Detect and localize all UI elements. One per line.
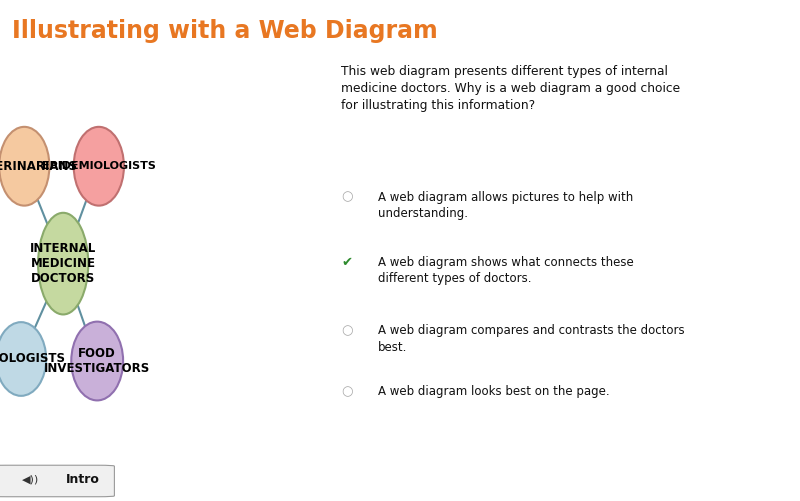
Text: VETERINARIANS: VETERINARIANS (0, 160, 78, 173)
Text: A web diagram looks best on the page.: A web diagram looks best on the page. (378, 385, 610, 398)
FancyBboxPatch shape (0, 465, 114, 497)
Text: ◀)): ◀)) (22, 475, 40, 484)
Text: A web diagram shows what connects these
different types of doctors.: A web diagram shows what connects these … (378, 256, 634, 285)
Text: Illustrating with a Web Diagram: Illustrating with a Web Diagram (12, 19, 438, 43)
Text: Intro: Intro (66, 473, 99, 486)
Text: This web diagram presents different types of internal
medicine doctors. Why is a: This web diagram presents different type… (341, 65, 680, 112)
Ellipse shape (0, 127, 50, 205)
Ellipse shape (0, 322, 46, 396)
Text: A web diagram allows pictures to help with
understanding.: A web diagram allows pictures to help wi… (378, 190, 634, 220)
Text: ○: ○ (341, 325, 353, 338)
Text: EPIDEMIOLOGISTS: EPIDEMIOLOGISTS (42, 161, 156, 171)
Ellipse shape (71, 322, 123, 400)
Text: ○: ○ (341, 190, 353, 203)
Ellipse shape (74, 127, 124, 205)
Text: VIROLOGISTS: VIROLOGISTS (0, 353, 66, 366)
Text: A web diagram compares and contrasts the doctors
best.: A web diagram compares and contrasts the… (378, 325, 685, 354)
Ellipse shape (38, 213, 88, 315)
Text: ✔: ✔ (341, 256, 352, 269)
Text: ○: ○ (341, 385, 353, 398)
Text: FOOD
INVESTIGATORS: FOOD INVESTIGATORS (44, 347, 150, 375)
Text: INTERNAL
MEDICINE
DOCTORS: INTERNAL MEDICINE DOCTORS (30, 242, 96, 285)
